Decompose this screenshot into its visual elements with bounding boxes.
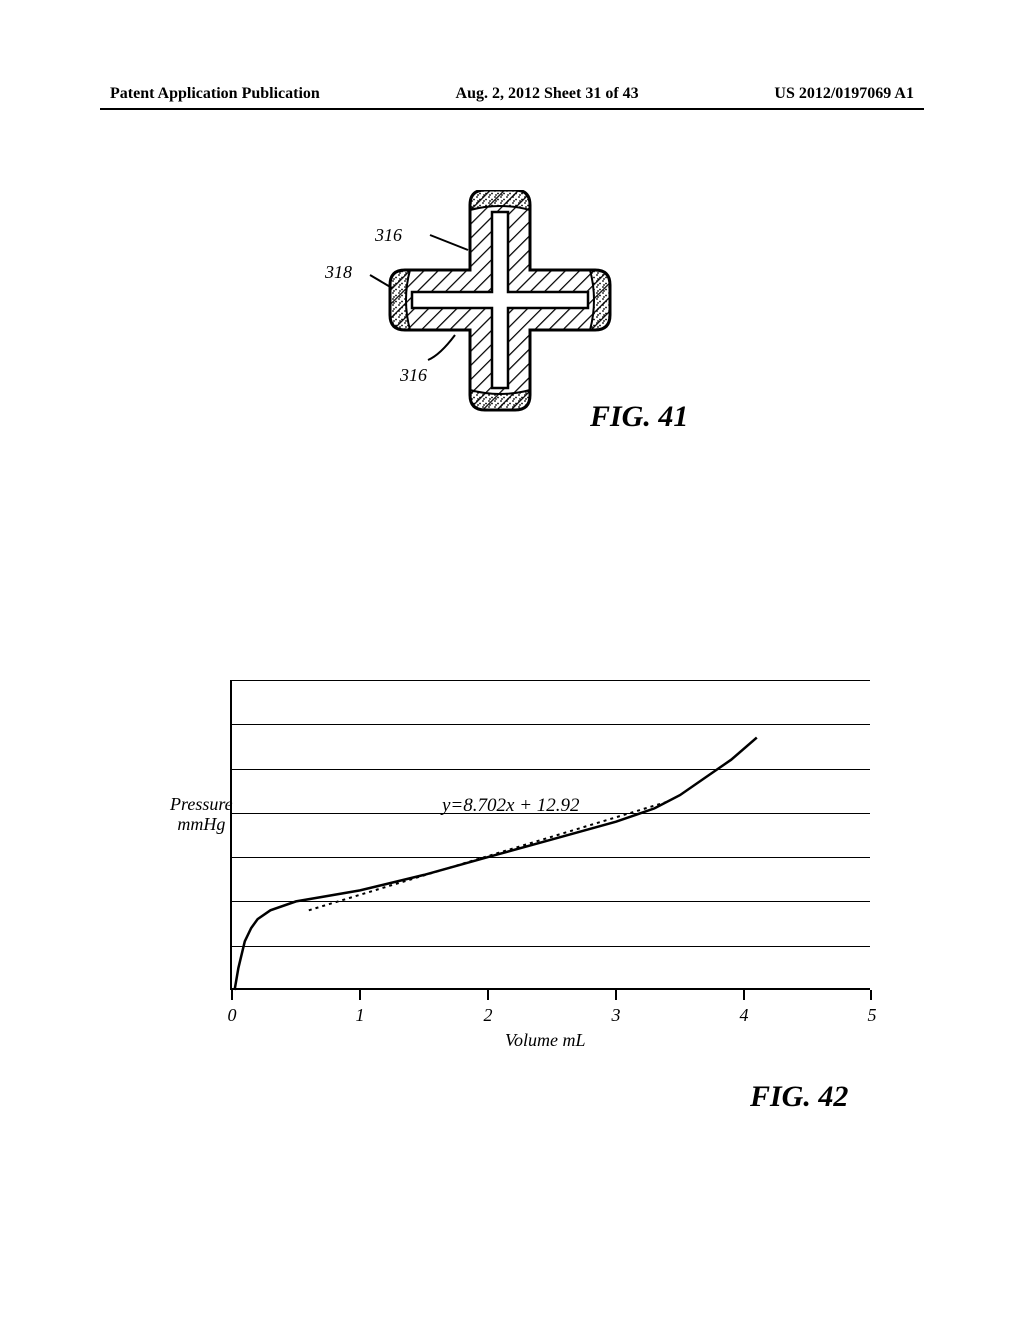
header-center: Aug. 2, 2012 Sheet 31 of 43 [456,85,639,103]
xtick-label: 4 [740,1005,749,1026]
fig41-caption: FIG. 41 [590,400,688,434]
ref-num-318: 318 [325,262,352,283]
xtick [743,990,745,1000]
xtick-label: 1 [356,1005,365,1026]
x-axis-label: Volume mL [505,1030,586,1051]
xtick-label: 0 [228,1005,237,1026]
xtick [359,990,361,1000]
xtick [870,990,872,1000]
header-divider [100,108,924,110]
header-right: US 2012/0197069 A1 [774,85,914,103]
ref-num-316-top: 316 [375,225,402,246]
xtick-label: 5 [868,1005,877,1026]
ref-num-316-bottom: 316 [400,365,427,386]
xtick [487,990,489,1000]
chart-svg [232,680,872,990]
xtick-label: 3 [612,1005,621,1026]
page-header: Patent Application Publication Aug. 2, 2… [0,85,1024,103]
fig42-caption: FIG. 42 [750,1080,848,1114]
xtick [615,990,617,1000]
xtick-label: 2 [484,1005,493,1026]
xtick [231,990,233,1000]
header-left: Patent Application Publication [110,85,320,103]
pressure-volume-chart: Pressure mmHg 0 1 2 3 4 5 y=8.702x + 12.… [175,680,895,1060]
chart-plot-area: 0 1 2 3 4 5 y=8.702x + 12.92 [230,680,870,990]
